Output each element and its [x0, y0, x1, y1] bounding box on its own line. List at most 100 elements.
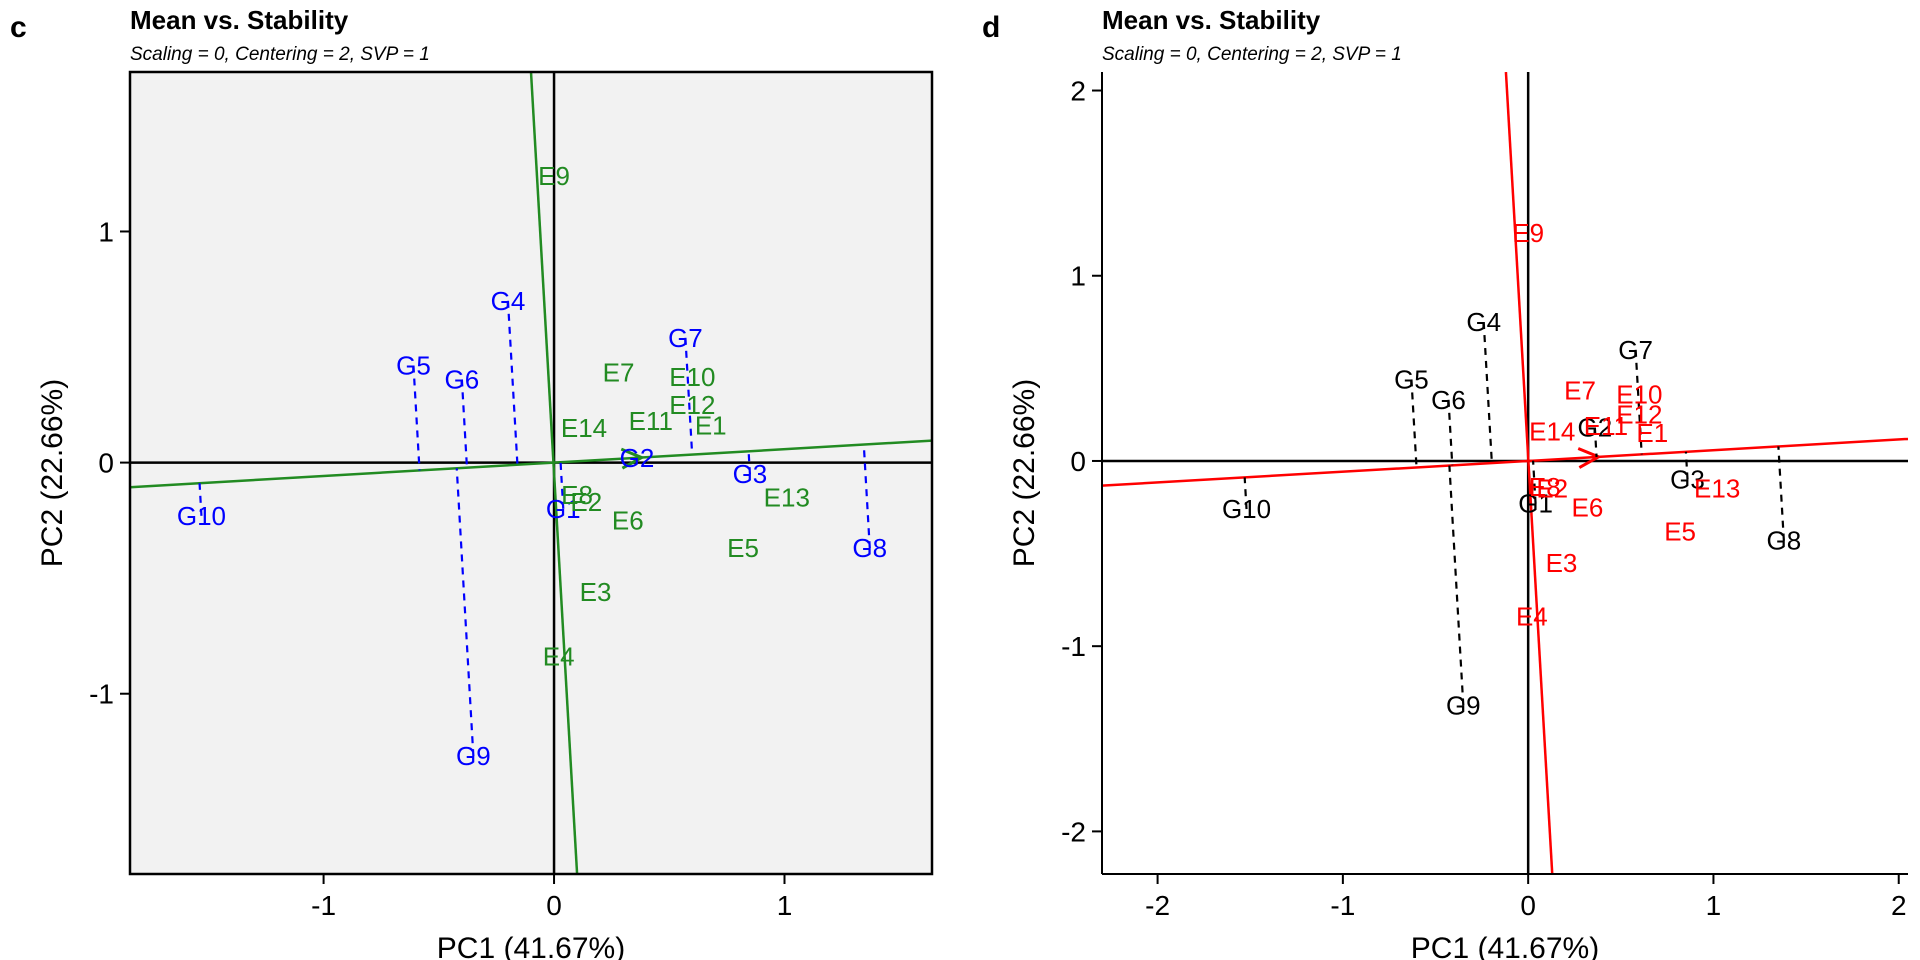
chart-subtitle: Scaling = 0, Centering = 2, SVP = 1	[130, 44, 430, 65]
chart-subtitle: Scaling = 0, Centering = 2, SVP = 1	[1102, 44, 1402, 65]
genotype-label: G5	[1394, 364, 1429, 394]
genotype-label: G3	[733, 459, 768, 489]
panel-label: c	[10, 11, 27, 44]
genotype-projection-line	[198, 483, 203, 516]
chart-panel-d: d Mean vs. Stability Scaling = 0, Centerin…	[982, 5, 1908, 960]
environment-label: E6	[1572, 492, 1604, 522]
environment-label: E14	[1529, 416, 1575, 446]
genotype-label: G7	[1618, 335, 1653, 365]
genotype-projection-line	[506, 300, 519, 465]
genotype-projection-line	[1777, 446, 1785, 541]
y-tick-label: -2	[1061, 816, 1086, 847]
environment-label: E10	[1616, 379, 1662, 409]
y-axis-label: PC2 (22.66%)	[36, 379, 69, 567]
genotype-label: G2	[620, 443, 655, 473]
environment-label: E8	[1529, 472, 1561, 502]
environment-label: E7	[603, 357, 635, 387]
genotype-label: G10	[177, 501, 226, 531]
chart-title: Mean vs. Stability	[1102, 5, 1321, 35]
x-tick-label: 2	[1891, 890, 1907, 921]
aec-perpendicular-line	[1504, 72, 1554, 874]
genotype-projection-line	[1482, 321, 1493, 464]
chart-panel-c: c Mean vs. Stability Scaling = 0, Centerin…	[10, 5, 934, 960]
environment-label: E14	[561, 413, 607, 443]
x-tick-label: -1	[1330, 890, 1355, 921]
genotype-label: G1	[1518, 489, 1553, 519]
y-axis-label: PC2 (22.66%)	[1008, 379, 1041, 567]
chart-title: Mean vs. Stability	[130, 5, 349, 35]
genotype-projection-line	[1448, 465, 1465, 706]
genotype-projection-line	[1684, 451, 1689, 480]
environment-label: E10	[669, 362, 715, 392]
y-tick-label: 0	[1070, 446, 1086, 477]
environment-label: E5	[727, 533, 759, 563]
environment-label: E2	[570, 487, 602, 517]
environment-label: E11	[1584, 411, 1628, 441]
genotype-projection-line	[862, 444, 871, 549]
y-tick-label: 2	[1070, 76, 1086, 107]
x-tick-label: -2	[1145, 890, 1170, 921]
environment-label: E8	[561, 480, 593, 510]
x-tick-label: 0	[546, 890, 562, 921]
environment-label: E9	[538, 161, 570, 191]
genotype-label: G8	[1767, 526, 1802, 556]
plot-area: G1 G2 G3 G4 G5 G6 G7 G8 G9 G10 E1 E2 E3 E4 E5 E6 E7 E8 E9 E…	[130, 72, 932, 874]
y-tick-label: 0	[98, 448, 114, 479]
environment-label: E1	[695, 411, 727, 441]
genotype-label: G2	[1578, 413, 1613, 443]
genotype-label: G1	[546, 494, 581, 524]
genotype-projection-line	[455, 468, 475, 757]
genotype-label: G3	[1670, 464, 1705, 494]
environment-label: E13	[764, 482, 810, 512]
environment-label: E4	[1516, 602, 1548, 632]
genotype-label: G6	[1431, 385, 1466, 415]
genotype-projection-line	[1243, 477, 1248, 510]
environment-label: E12	[1616, 400, 1662, 430]
genotype-projection-line	[1410, 379, 1418, 468]
genotype-label: G4	[1466, 307, 1501, 337]
aec-axis-line	[1102, 437, 1908, 487]
aec-arrow-head	[620, 447, 646, 470]
environment-label: E1	[1636, 418, 1668, 448]
environment-label: E5	[1664, 516, 1696, 546]
plot-frame	[128, 70, 934, 876]
x-axis-label: PC1 (41.67%)	[1411, 932, 1599, 960]
genotype-label: G6	[445, 364, 480, 394]
environment-label: E9	[1512, 218, 1544, 248]
environment-label: E2	[1536, 474, 1568, 504]
genotype-projection-line	[460, 379, 469, 468]
genotype-projection-line	[1634, 349, 1643, 455]
environment-label: E3	[580, 577, 612, 607]
genotype-label: G9	[1446, 690, 1481, 720]
environment-label: E4	[543, 642, 575, 672]
genotype-label: G10	[1222, 494, 1271, 524]
environment-label: E3	[1546, 548, 1578, 578]
panel-label: d	[982, 11, 1000, 44]
genotype-label: G4	[491, 286, 526, 316]
environment-label: E12	[669, 390, 715, 420]
aec-arrow-head	[1577, 447, 1603, 469]
y-tick-label: -1	[89, 679, 114, 710]
x-tick-label: 1	[1706, 890, 1722, 921]
x-tick-label: 0	[1520, 890, 1536, 921]
environment-label: E6	[612, 505, 644, 535]
environment-label: E7	[1564, 376, 1596, 406]
plot-background	[1102, 72, 1908, 874]
y-tick-label: 1	[1070, 261, 1086, 292]
genotype-label: G8	[852, 533, 887, 563]
genotype-label: G5	[396, 351, 431, 381]
genotype-label: G9	[456, 741, 491, 771]
aec-perpendicular-line	[529, 72, 579, 874]
aec-axis-line	[130, 439, 932, 489]
y-tick-label: 1	[98, 216, 114, 247]
x-tick-label: -1	[311, 890, 336, 921]
genotype-projection-line	[1447, 399, 1454, 466]
plot-background	[130, 72, 932, 874]
genotype-projection-line	[1593, 427, 1598, 458]
genotype-label: G7	[668, 323, 703, 353]
genotype-projection-line	[412, 365, 421, 471]
x-axis-label: PC1 (41.67%)	[437, 932, 625, 960]
x-tick-label: 1	[777, 890, 793, 921]
